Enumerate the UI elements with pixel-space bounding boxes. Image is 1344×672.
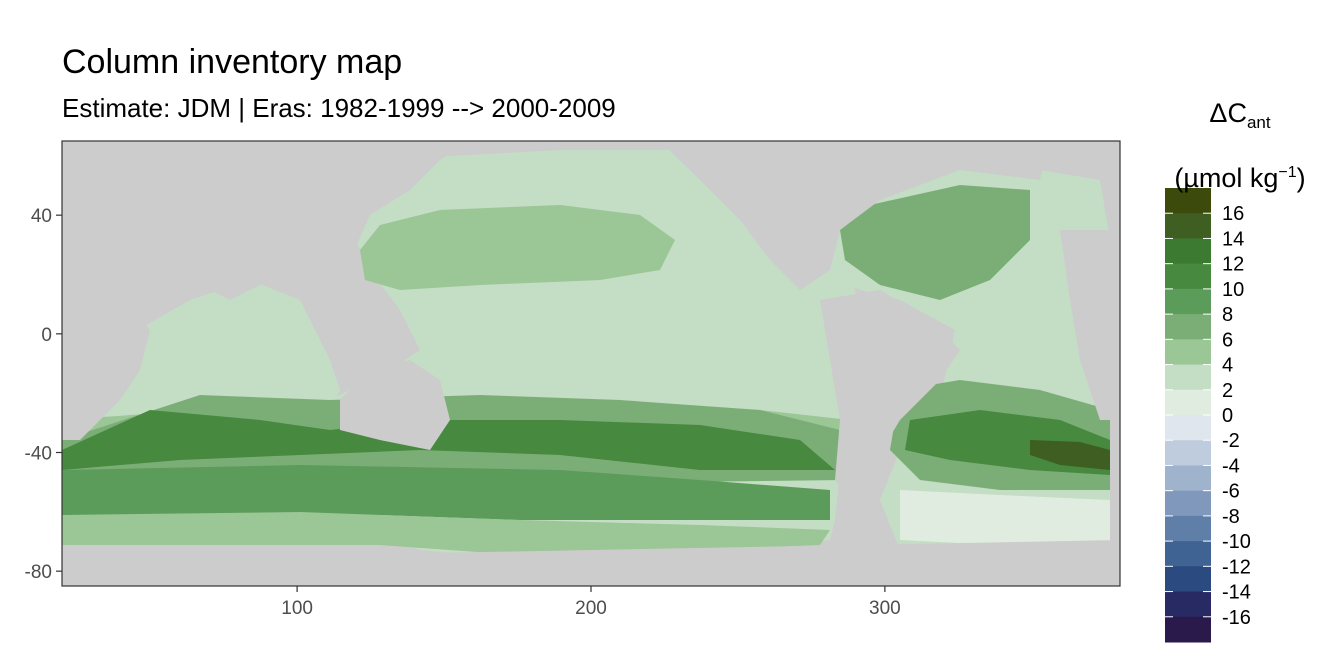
legend-swatch (1165, 389, 1211, 416)
legend-label: -10 (1222, 531, 1251, 553)
land-antarctica (62, 540, 1120, 586)
legend-label: -14 (1222, 582, 1251, 604)
x-axis: 100 200 300 (281, 586, 901, 619)
legend-swatch (1165, 465, 1211, 492)
ocean-natl-band (840, 185, 1030, 300)
legend-title: ΔCant (µmol kg−1) (1160, 88, 1320, 203)
legend-label: 14 (1222, 228, 1244, 250)
land-south-america (820, 290, 960, 500)
ocean-south-3 (62, 410, 835, 470)
y-tick-label: 40 (31, 206, 52, 227)
ocean-satl-3 (1030, 440, 1110, 470)
legend-swatch (1165, 263, 1211, 290)
legend-label: -8 (1222, 506, 1240, 528)
y-axis: 40 0 -40 -80 (25, 206, 62, 583)
x-tick-label: 100 (281, 598, 313, 619)
legend-swatch (1165, 288, 1211, 315)
legend-label: -4 (1222, 455, 1240, 477)
legend-label: -16 (1222, 607, 1251, 629)
legend-label: -2 (1222, 430, 1240, 452)
legend-label: 12 (1222, 254, 1244, 276)
legend-swatch (1165, 440, 1211, 466)
legend-label: 0 (1222, 405, 1233, 427)
ocean-south-4 (62, 465, 830, 520)
legend-title-symbol-line: ΔCant (1209, 98, 1271, 132)
chart-title: Column inventory map (62, 43, 403, 81)
legend-swatch (1165, 591, 1211, 618)
legend-swatch (1165, 541, 1211, 567)
legend-swatch (1165, 213, 1211, 239)
legend-swatch (1165, 616, 1211, 643)
x-tick-label: 200 (575, 598, 607, 619)
legend-swatch (1165, 515, 1211, 542)
land-australia (340, 360, 450, 450)
legend-swatch (1165, 490, 1211, 517)
land-north-america (660, 141, 1050, 290)
y-tick-label: 0 (41, 325, 52, 346)
legend-label: 4 (1222, 355, 1233, 377)
legend-label: 16 (1222, 203, 1244, 225)
chart-subtitle: Estimate: JDM | Eras: 1982-1999 --> 2000… (62, 93, 616, 123)
legend-swatch (1165, 238, 1211, 265)
ocean-npac-band (360, 205, 675, 290)
legend-colorbar: 16 14 12 10 8 6 4 2 0 -2 -4 -6 -8 -10 -12 -14 -16 (1165, 188, 1251, 643)
legend-label: 6 (1222, 329, 1233, 351)
legend-title-unit-line: (µmol kg−1) (1174, 163, 1306, 193)
ocean-satl-south (900, 490, 1110, 545)
legend-swatch (1165, 314, 1211, 340)
land (62, 141, 1120, 586)
land-africa-east (1060, 230, 1120, 420)
legend-label: 10 (1222, 279, 1244, 301)
ocean-fields (62, 150, 1110, 560)
y-tick-label: -40 (25, 444, 52, 465)
legend-swatch (1165, 415, 1211, 441)
legend-swatch (1165, 339, 1211, 366)
land-africa (62, 250, 150, 440)
x-tick-label: 300 (869, 598, 901, 619)
legend-label: 2 (1222, 380, 1233, 402)
legend-swatch (1165, 188, 1211, 214)
legend-label: -12 (1222, 556, 1251, 578)
y-tick-label: -80 (25, 562, 52, 583)
ocean-south-5 (62, 512, 830, 555)
legend-label: -6 (1222, 481, 1240, 503)
legend-swatch (1165, 364, 1211, 391)
legend-swatch (1165, 566, 1211, 593)
legend-label: 8 (1222, 304, 1233, 326)
land-eurasia (62, 141, 470, 330)
